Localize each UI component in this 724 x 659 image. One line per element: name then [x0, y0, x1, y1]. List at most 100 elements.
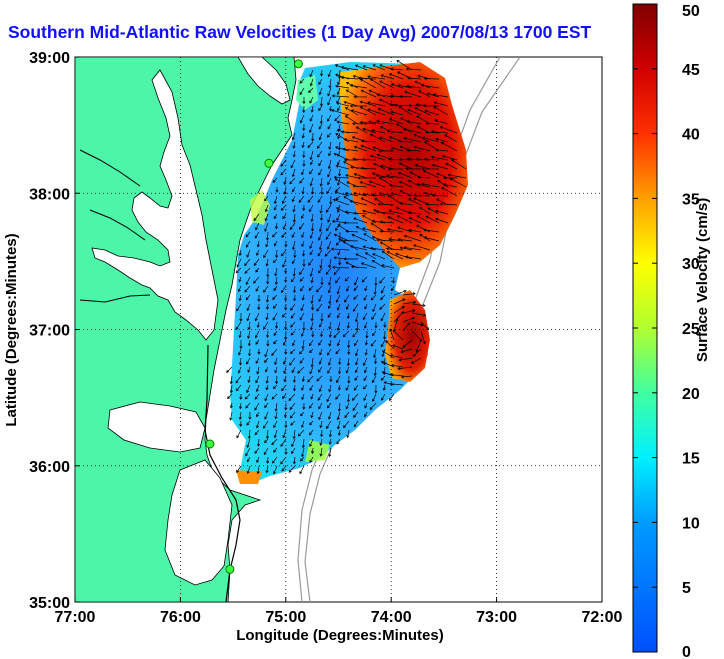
velocity-arrow	[265, 240, 269, 248]
velocity-arrow	[378, 149, 395, 153]
velocity-arrow	[385, 340, 395, 350]
velocity-arrow	[372, 146, 386, 152]
velocity-arrow	[282, 258, 287, 268]
velocity-arrow	[272, 456, 278, 464]
velocity-arrow	[239, 312, 243, 322]
velocity-arrow	[408, 228, 422, 233]
velocity-arrow	[361, 158, 377, 162]
velocity-arrow	[362, 192, 377, 197]
velocity-arrow	[411, 312, 427, 317]
velocity-arrow	[309, 339, 314, 347]
velocity-arrow	[274, 222, 279, 230]
velocity-arrow	[280, 159, 287, 167]
velocity-arrow	[255, 339, 260, 345]
velocity-arrow	[236, 303, 242, 312]
velocity-arrow	[378, 98, 395, 107]
velocity-arrow	[320, 69, 324, 77]
velocity-arrow	[291, 186, 296, 193]
velocity-arrow	[400, 375, 413, 379]
velocity-arrow	[380, 294, 386, 301]
velocity-arrow	[319, 258, 323, 269]
velocity-arrow	[284, 420, 288, 429]
velocity-arrow	[329, 195, 333, 205]
velocity-arrow	[319, 447, 323, 457]
velocity-arrow	[254, 330, 260, 339]
velocity-arrow	[351, 393, 359, 401]
station-marker	[293, 59, 303, 69]
velocity-arrow	[236, 258, 242, 268]
velocity-arrow	[380, 164, 395, 170]
velocity-arrow	[389, 183, 404, 188]
velocity-arrow	[308, 402, 314, 409]
velocity-arrow	[327, 114, 332, 122]
colorbar-tick-label: 5	[682, 580, 691, 597]
velocity-arrow	[327, 285, 332, 294]
velocity-arrow	[421, 182, 440, 188]
velocity-arrow	[368, 89, 386, 98]
velocity-arrow	[347, 339, 351, 349]
velocity-arrow	[395, 252, 413, 260]
velocity-arrow	[380, 339, 386, 348]
velocity-arrow	[281, 231, 287, 238]
velocity-arrow	[402, 316, 415, 323]
velocity-arrow	[309, 78, 314, 87]
velocity-arrow	[275, 249, 279, 259]
velocity-arrow	[347, 375, 351, 384]
velocity-arrow	[370, 294, 377, 301]
velocity-arrow	[238, 348, 242, 356]
velocity-arrow	[349, 84, 368, 89]
x-tick-label: 76:00	[160, 609, 201, 626]
velocity-arrow	[266, 276, 270, 285]
velocity-arrow	[413, 193, 431, 197]
velocity-arrow	[422, 104, 440, 108]
x-tick-label: 77:00	[55, 609, 96, 626]
velocity-arrow	[256, 366, 260, 375]
velocity-arrow	[397, 226, 413, 233]
velocity-arrow	[229, 411, 233, 421]
velocity-arrow	[255, 267, 260, 273]
velocity-arrow	[310, 222, 315, 232]
colorbar-tick-label: 45	[682, 62, 700, 79]
velocity-arrow	[253, 258, 260, 266]
velocity-arrow	[344, 115, 359, 125]
velocity-arrow	[343, 257, 359, 261]
velocity-arrow	[318, 105, 323, 112]
velocity-arrow	[379, 80, 395, 89]
velocity-arrow	[310, 312, 314, 322]
velocity-arrow	[417, 175, 431, 179]
velocity-arrow	[290, 312, 296, 319]
colorbar-label: Surface Velocity (cm/s)	[694, 197, 711, 362]
velocity-arrow	[318, 168, 323, 176]
velocity-arrow	[408, 198, 422, 206]
velocity-arrow	[247, 366, 251, 373]
velocity-arrow	[292, 456, 297, 465]
velocity-arrow	[238, 411, 242, 421]
velocity-arrow	[389, 328, 395, 341]
velocity-arrow	[344, 411, 350, 419]
x-axis: 77:00 76:00 75:00 74:00 73:00 72:00	[55, 597, 623, 626]
velocity-arrow	[280, 285, 287, 294]
station-marker	[264, 158, 274, 168]
velocity-arrow	[256, 249, 260, 256]
velocity-arrow	[246, 303, 251, 312]
velocity-arrow	[301, 393, 305, 401]
velocity-arrow	[371, 129, 386, 134]
velocity-arrow	[253, 276, 260, 284]
velocity-arrow	[325, 267, 332, 275]
velocity-arrow	[238, 402, 243, 410]
velocity-arrow	[337, 429, 341, 436]
velocity-arrow	[390, 146, 404, 152]
velocity-arrow	[353, 145, 368, 152]
velocity-arrow	[255, 384, 260, 393]
velocity-arrow	[411, 321, 424, 327]
velocity-arrow	[316, 375, 323, 382]
velocity-arrow	[319, 177, 323, 187]
velocity-arrow	[432, 93, 449, 98]
velocity-arrow	[265, 258, 269, 267]
velocity-arrow	[362, 357, 368, 367]
velocity-arrow	[380, 312, 386, 322]
velocity-arrow	[310, 105, 314, 113]
velocity-arrow	[297, 366, 305, 374]
velocity-arrow	[389, 393, 395, 402]
velocity-arrow	[318, 123, 323, 130]
